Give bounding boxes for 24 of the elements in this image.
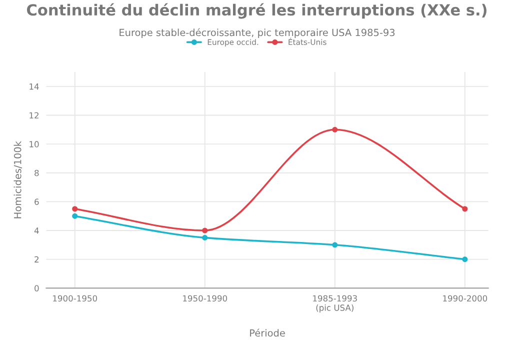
x-tick-label: 1900-1950 (53, 295, 98, 302)
x-tick-label: 1950-1990 (183, 295, 228, 302)
y-tick-label: 4 (34, 228, 39, 234)
x-tick-label: 1990-2000 (443, 295, 488, 302)
chart-subtitle: Europe stable-décroissante, pic temporaire USA 1985-93 (120, 28, 395, 38)
x-axis-title: Période (250, 328, 285, 337)
y-tick-label: 10 (30, 141, 39, 148)
y-tick-label: 2 (34, 256, 38, 262)
x-tick-label: 1985-1993 (pic USA) (313, 295, 357, 312)
point (72, 206, 78, 212)
point (72, 213, 78, 219)
point (332, 126, 338, 132)
point (462, 206, 468, 212)
point (202, 228, 208, 234)
y-tick-label: 0 (34, 285, 39, 292)
point (462, 256, 468, 262)
point (332, 242, 338, 248)
point (202, 234, 208, 240)
chart-title: Continuité du déclin malgré les interruptions (XXe s.) (26, 3, 486, 19)
y-tick-label: 6 (34, 198, 39, 205)
y-axis-title: Homicides/100k (14, 141, 22, 218)
y-tick-label: 14 (30, 84, 39, 90)
y-tick-label: 12 (30, 112, 38, 118)
y-tick-label: 8 (34, 170, 39, 176)
